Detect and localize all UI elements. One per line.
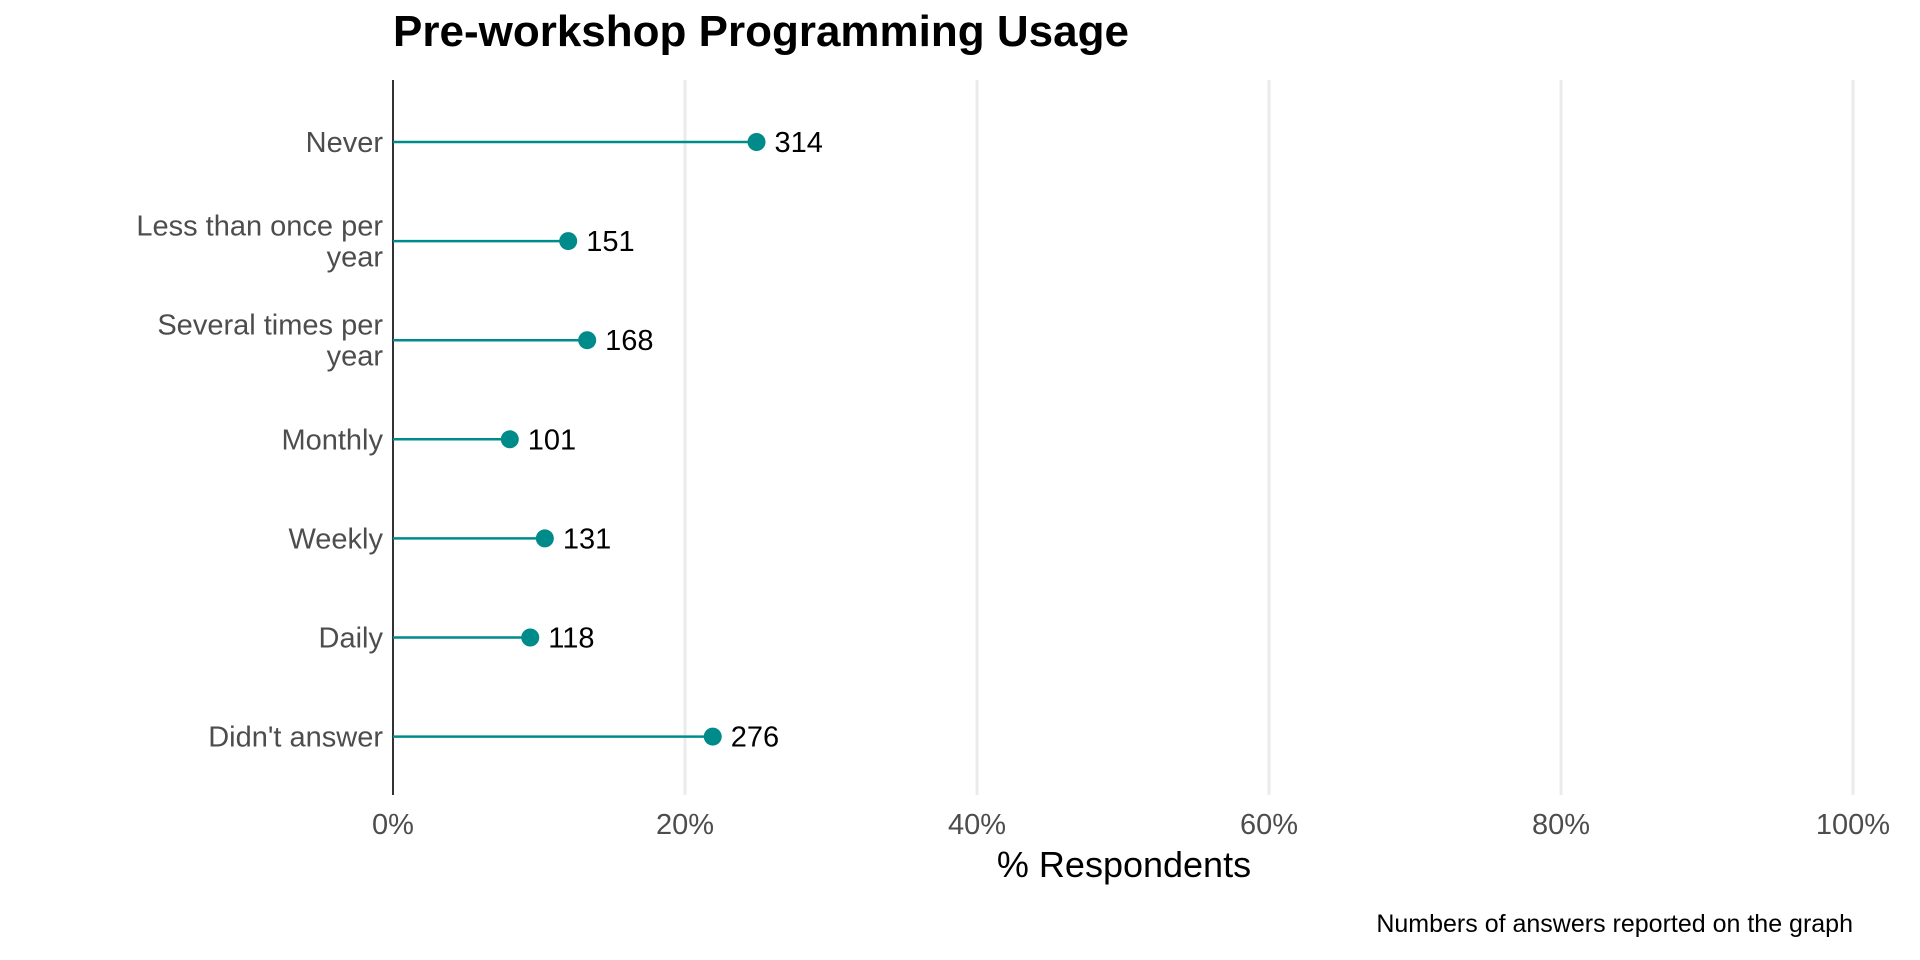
lollipop-point: [578, 331, 597, 350]
gridlines: [683, 80, 1855, 795]
category-label: Didn't answer: [208, 722, 383, 754]
lollipop-point: [521, 628, 540, 647]
lollipop-point: [703, 727, 722, 746]
value-label: 118: [548, 623, 594, 655]
value-label: 276: [731, 722, 779, 754]
x-tick-label: 60%: [1240, 809, 1298, 841]
lollipop-point: [747, 133, 766, 151]
value-label: 131: [563, 523, 611, 555]
x-tick-label: 40%: [948, 809, 1006, 841]
lollipop-point: [559, 232, 578, 251]
x-axis-label: % Respondents: [997, 844, 1251, 885]
x-tick-label: 20%: [656, 809, 714, 841]
value-label: 314: [775, 127, 823, 159]
value-label: 151: [586, 226, 634, 258]
lollipop-point: [535, 529, 554, 548]
value-label: 101: [528, 424, 576, 456]
category-label: Several times per year: [157, 310, 383, 373]
category-label: Never: [306, 127, 384, 159]
value-label: 168: [605, 325, 653, 357]
category-label: Monthly: [281, 424, 383, 456]
data-marks: 314 151 168 101 131 118 276: [393, 127, 823, 754]
chart-caption: Numbers of answers reported on the graph: [1376, 910, 1853, 938]
x-tick-labels: 0% 20% 40% 60% 80% 100%: [372, 809, 1890, 841]
category-label: Daily: [319, 623, 384, 655]
x-tick-label: 80%: [1532, 809, 1590, 841]
x-tick-label: 100%: [1816, 809, 1890, 841]
category-labels: Never Less than once per year Several times…: [136, 127, 383, 754]
chart-title: Pre-workshop Programming Usage: [393, 7, 1129, 56]
category-label: Less than once per year: [136, 211, 383, 274]
category-label: Weekly: [288, 523, 383, 555]
lollipop-point: [500, 430, 519, 449]
x-tick-label: 0%: [372, 809, 414, 841]
